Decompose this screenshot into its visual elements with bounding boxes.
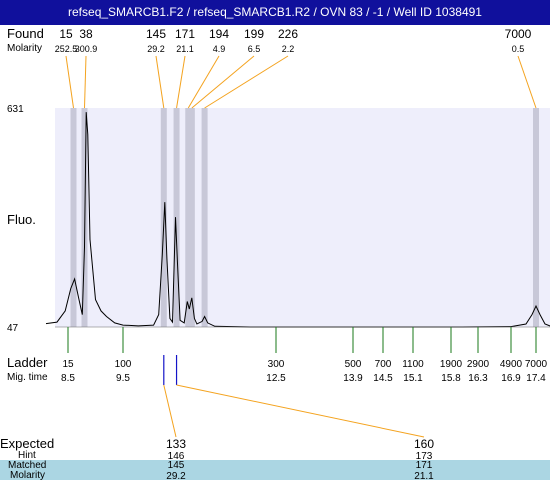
y-tick-label-min: 47 <box>7 323 19 334</box>
matched-value: 145 <box>168 460 185 471</box>
ladder-size-label: 1100 <box>402 359 424 370</box>
found-callout-line <box>187 55 220 109</box>
found-molarity-value: 0.5 <box>512 44 525 54</box>
expected-molarity-value: 29.2 <box>166 471 186 480</box>
found-molarity-value: 21.1 <box>176 44 194 54</box>
ladder-size-label: 100 <box>115 359 132 370</box>
ladder-size-label: 300 <box>268 359 285 370</box>
ladder-mig-time-label: 13.9 <box>343 373 363 384</box>
ladder-mig-time-label: 12.5 <box>266 373 286 384</box>
ladder-size-label: 7000 <box>525 359 548 370</box>
ladder-mig-time-label: 14.5 <box>373 373 393 384</box>
ladder-mig-time-label: 16.9 <box>501 373 521 384</box>
ladder-mig-time-label: 8.5 <box>61 373 75 384</box>
found-size-value: 38 <box>79 27 93 41</box>
molarity-band <box>0 469 550 480</box>
ladder-label: Ladder <box>7 355 48 370</box>
found-size-value: 199 <box>244 27 264 41</box>
ladder-mig-time-label: 15.8 <box>441 373 461 384</box>
ladder-mig-time-label: 16.3 <box>468 373 488 384</box>
found-callout-line <box>517 55 537 109</box>
found-molarity-value: 2.2 <box>282 44 295 54</box>
ladder-size-label: 1900 <box>440 359 463 370</box>
peak-band <box>70 108 77 327</box>
matched-label: Matched <box>8 460 47 471</box>
expected-value: 160 <box>414 437 434 451</box>
hint-label: Hint <box>18 450 36 461</box>
found-size-value: 145 <box>146 27 166 41</box>
ladder-size-label: 15 <box>62 359 74 370</box>
found-size-value: 7000 <box>505 27 532 41</box>
found-molarity-value: 6.5 <box>248 44 261 54</box>
peak-band <box>185 108 192 327</box>
found-callout-line <box>191 55 255 109</box>
expected-label: Expected <box>0 436 55 451</box>
found-size-value: 171 <box>175 27 195 41</box>
expected-value: 133 <box>166 437 186 451</box>
ladder-mig-time-label: 17.4 <box>526 373 546 384</box>
found-callout-line <box>204 55 289 109</box>
ladder-size-label: 4900 <box>500 359 523 370</box>
hint-value: 173 <box>416 451 433 462</box>
matched-band <box>0 460 550 469</box>
peak-band <box>173 108 180 327</box>
found-size-value: 15 <box>59 27 73 41</box>
expected-callout-line <box>176 384 425 438</box>
y-tick-label-max: 631 <box>7 104 24 115</box>
found-molarity-value: 300.9 <box>75 44 98 54</box>
ladder-size-label: 500 <box>345 359 362 370</box>
plot-area <box>55 108 550 327</box>
fluo-axis-label: Fluo. <box>7 212 36 227</box>
window-title: refseq_SMARCB1.F2 / refseq_SMARCB1.R2 / … <box>0 0 550 25</box>
expected-callout-line <box>163 384 177 438</box>
peak-band <box>533 108 539 327</box>
expected-molarity-value: 21.1 <box>414 471 434 480</box>
found-callout-line <box>155 55 165 109</box>
peak-band <box>201 108 208 327</box>
ladder-mig-time-label: 15.1 <box>403 373 423 384</box>
matched-value: 171 <box>416 460 433 471</box>
found-molarity-value: 29.2 <box>147 44 165 54</box>
molarity-label: Molarity <box>7 43 43 54</box>
found-callout-line <box>65 55 74 109</box>
ladder-size-label: 2900 <box>467 359 490 370</box>
found-molarity-value: 4.9 <box>213 44 226 54</box>
found-callout-line <box>84 55 87 109</box>
ladder-mig-time-label: 9.5 <box>116 373 130 384</box>
found-size-value: 194 <box>209 27 229 41</box>
bottom-molarity-label: Molarity <box>10 470 46 481</box>
found-molarity-value: 252.5 <box>55 44 78 54</box>
peak-band <box>188 108 195 327</box>
found-label: Found <box>7 26 44 41</box>
ladder-size-label: 700 <box>375 359 392 370</box>
found-size-value: 226 <box>278 27 298 41</box>
hint-value: 146 <box>168 451 185 462</box>
found-callout-line <box>176 55 186 109</box>
mig-time-label: Mig. time <box>7 372 48 383</box>
